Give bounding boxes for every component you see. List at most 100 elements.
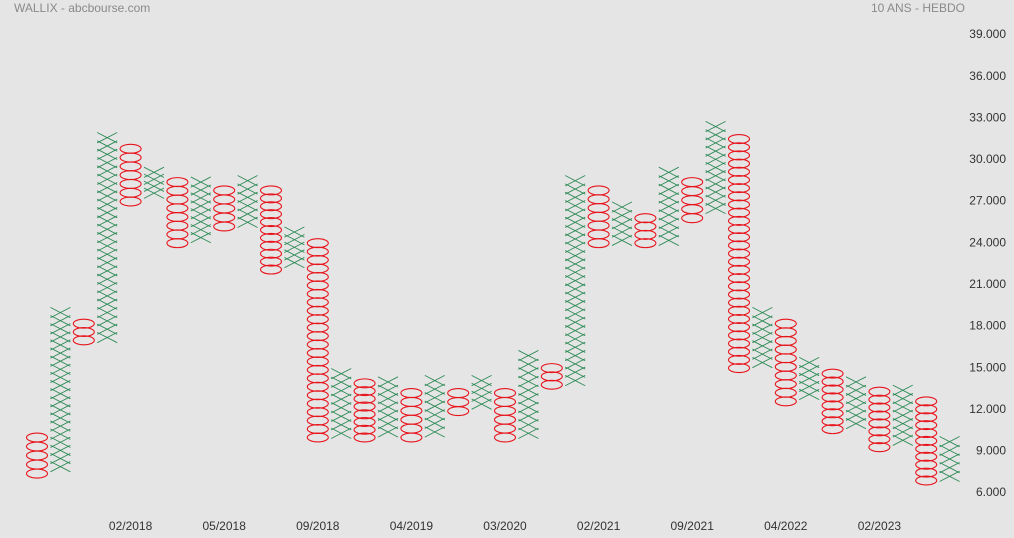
o-column [25, 432, 49, 479]
y-tick-label: 24.000 [969, 235, 1006, 249]
o-glyph [25, 432, 49, 443]
o-glyph [915, 404, 938, 415]
y-tick-label: 15.000 [969, 360, 1006, 374]
o-glyph [727, 207, 751, 218]
x-glyph [190, 200, 212, 212]
x-glyph [658, 234, 680, 246]
x-glyph [752, 340, 773, 352]
x-glyph [658, 192, 680, 204]
o-glyph [727, 158, 751, 169]
o-glyph [821, 384, 844, 395]
x-glyph [143, 166, 165, 178]
x-glyph [752, 348, 773, 360]
o-glyph [727, 363, 751, 374]
x-glyph [50, 331, 71, 343]
x-tick-label: 04/2019 [390, 519, 434, 533]
o-glyph [259, 217, 283, 228]
o-glyph [821, 400, 844, 411]
x-column [892, 384, 914, 446]
x-glyph [50, 396, 71, 408]
x-glyph [237, 216, 258, 228]
x-glyph [284, 234, 305, 246]
x-glyph [752, 306, 773, 319]
o-glyph [493, 388, 517, 399]
x-column [471, 375, 492, 410]
x-glyph [564, 341, 586, 353]
x-column [50, 306, 71, 473]
x-column [284, 226, 305, 269]
x-glyph [705, 153, 726, 165]
o-glyph [306, 238, 329, 249]
x-glyph [518, 375, 539, 388]
chart-subtitle: 10 ANS - HEBDO [871, 1, 965, 15]
o-glyph [259, 240, 283, 251]
o-glyph [727, 150, 751, 161]
o-glyph [727, 134, 751, 145]
x-glyph [190, 208, 212, 220]
x-glyph [611, 201, 633, 213]
o-glyph [915, 451, 938, 462]
x-column [658, 166, 680, 246]
o-glyph [259, 201, 283, 212]
o-column [72, 318, 95, 346]
x-glyph [96, 215, 118, 227]
o-glyph [634, 213, 657, 224]
o-glyph [400, 388, 423, 399]
x-glyph [96, 223, 118, 235]
x-glyph [50, 363, 71, 375]
o-glyph [727, 289, 751, 300]
o-glyph [447, 388, 470, 399]
x-glyph [237, 208, 258, 220]
x-glyph [96, 298, 118, 310]
o-glyph [868, 410, 891, 421]
o-glyph [915, 475, 938, 486]
y-tick-label: 6.000 [976, 485, 1006, 499]
x-glyph [330, 385, 352, 397]
x-glyph [96, 273, 118, 285]
x-column [798, 356, 820, 401]
x-glyph [50, 428, 71, 440]
x-glyph [798, 364, 820, 377]
x-glyph [845, 384, 867, 396]
x-glyph [705, 178, 726, 190]
x-glyph [564, 241, 586, 253]
x-glyph [845, 418, 867, 430]
x-glyph [752, 331, 773, 344]
x-glyph [284, 241, 305, 253]
x-glyph [377, 384, 399, 396]
o-column [915, 396, 938, 486]
x-glyph [190, 224, 212, 236]
x-glyph [658, 166, 680, 178]
x-glyph [330, 393, 352, 405]
x-glyph [611, 209, 633, 221]
x-glyph [237, 191, 258, 203]
o-column [400, 388, 423, 443]
o-glyph [540, 379, 563, 390]
x-glyph [50, 436, 71, 448]
o-glyph [727, 256, 751, 267]
o-glyph [868, 418, 891, 429]
x-glyph [564, 175, 586, 187]
x-glyph [424, 392, 446, 404]
o-glyph [868, 434, 891, 445]
x-glyph [564, 183, 586, 195]
o-glyph [353, 393, 376, 404]
x-glyph [798, 388, 820, 401]
x-glyph [705, 170, 726, 182]
x-glyph [611, 218, 633, 230]
x-glyph [237, 200, 258, 212]
o-column [493, 388, 517, 443]
x-glyph [518, 367, 539, 379]
o-column [119, 143, 142, 207]
o-glyph [915, 412, 938, 423]
x-glyph [96, 282, 118, 294]
x-glyph [96, 306, 118, 319]
o-glyph [259, 185, 283, 196]
o-glyph [727, 338, 751, 349]
x-glyph [96, 190, 118, 202]
x-glyph [96, 240, 118, 252]
y-tick-label: 33.000 [969, 110, 1006, 124]
x-glyph [50, 461, 71, 473]
x-glyph [96, 265, 118, 277]
